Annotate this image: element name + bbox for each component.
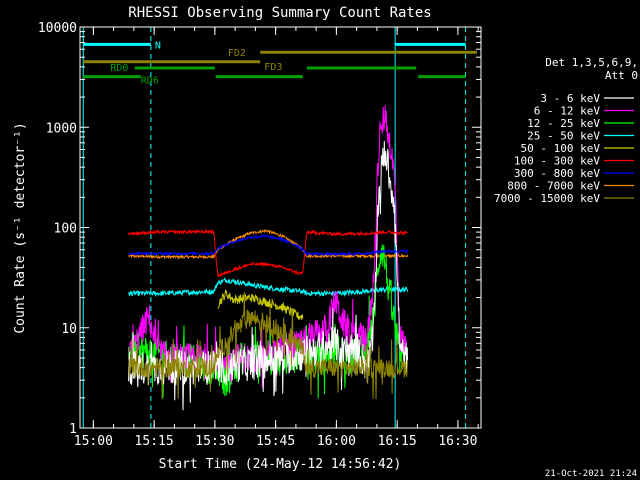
y-tick-label: 10000 — [38, 21, 77, 36]
series-line-7 — [128, 228, 409, 260]
legend-entry-label: 12 - 25 keV — [527, 117, 600, 130]
x-tick-label: 15:30 — [195, 434, 234, 449]
legend-header-line: Att 0 — [605, 69, 638, 82]
series-line-3 — [128, 276, 409, 298]
legend-entry-label: 100 - 300 keV — [514, 155, 600, 168]
y-axis-label: Count Rate (s⁻¹ detector⁻¹) — [13, 122, 28, 333]
legend-entry-label: 25 - 50 keV — [527, 130, 600, 143]
y-tick-label: 1 — [69, 422, 77, 437]
x-axis-label: Start Time (24-May-12 14:56:42) — [159, 457, 402, 472]
legend-entry-label: 7000 - 15000 keV — [494, 192, 600, 205]
x-tick-label: 16:00 — [317, 434, 356, 449]
series-line-4 — [217, 289, 304, 320]
timestamp-footer: 21-Oct-2021 21:24 — [545, 469, 637, 479]
legend-entry-label: 3 - 6 keV — [540, 92, 600, 105]
x-axis: 15:00 15:15 15:30 15:45 16:00 16:15 16:30 — [74, 27, 479, 449]
x-tick-label: 15:00 — [74, 434, 113, 449]
state-bar-label: RD0 — [110, 63, 128, 74]
legend-header-line: Det 1,3,5,6,9, — [545, 56, 638, 69]
series-line-0 — [128, 140, 409, 411]
x-tick-label: 16:30 — [438, 434, 477, 449]
legend-entry-label: 800 - 7000 keV — [507, 180, 600, 193]
y-tick-label: 10 — [61, 322, 77, 337]
series-line-6 — [128, 233, 409, 257]
legend-entry-label: 6 - 12 keV — [534, 105, 601, 118]
legend-entry-label: 300 - 800 keV — [514, 167, 600, 180]
legend-entry-label: 50 - 100 keV — [521, 142, 601, 155]
x-tick-label: 16:15 — [378, 434, 417, 449]
plot-area: N FD2 FD3 RD0 RD6 — [79, 26, 482, 429]
state-bar-label: FD2 — [228, 48, 246, 59]
y-tick-label: 1000 — [46, 121, 77, 136]
x-tick-label: 15:15 — [135, 434, 174, 449]
series-line-8 — [128, 291, 409, 400]
y-axis: 1 10 100 1000 10000 — [38, 21, 481, 437]
x-tick-label: 15:45 — [256, 434, 295, 449]
state-bar-label: N — [155, 40, 161, 51]
y-tick-label: 100 — [54, 222, 77, 237]
chart-title: RHESSI Observing Summary Count Rates — [128, 5, 431, 21]
state-bar-label: FD3 — [264, 62, 282, 73]
series-line-5 — [128, 228, 408, 278]
state-bar-label: RD6 — [141, 76, 159, 87]
